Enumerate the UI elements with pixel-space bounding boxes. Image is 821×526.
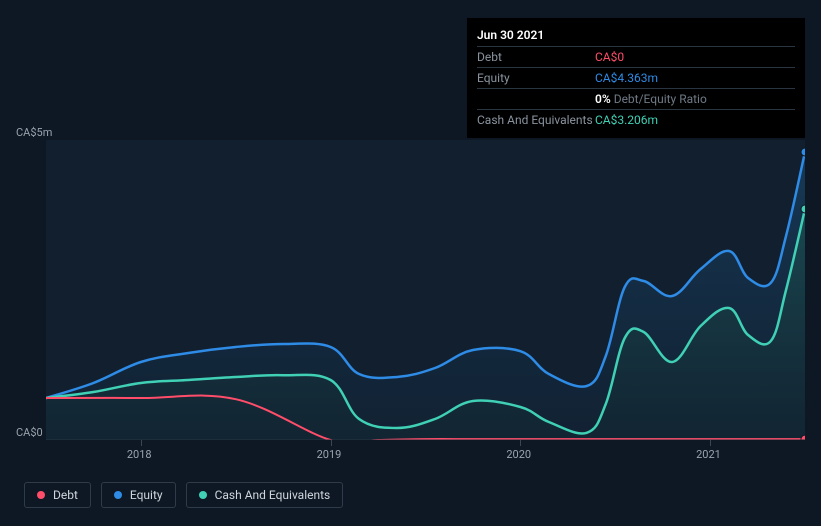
chart-root: Jun 30 2021 Debt CA$0 Equity CA$4.363m 0… [0, 0, 821, 526]
series-end-marker-equity [801, 148, 805, 156]
ratio-text: Debt/Equity Ratio [611, 92, 707, 106]
x-tick-label: 2018 [127, 448, 152, 461]
tooltip-row-equity: Equity CA$4.363m [477, 68, 795, 89]
chart-legend: Debt Equity Cash And Equivalents [24, 482, 343, 508]
tooltip-date: Jun 30 2021 [477, 24, 795, 47]
tooltip-value-debt: CA$0 [595, 50, 795, 64]
legend-dot-icon [199, 491, 207, 499]
legend-label: Cash And Equivalents [215, 488, 331, 502]
x-tick-mark [141, 440, 142, 446]
tooltip-label: Debt [477, 50, 595, 64]
legend-dot-icon [114, 491, 122, 499]
tooltip-label: Equity [477, 71, 595, 85]
legend-dot-icon [37, 491, 45, 499]
tooltip-row-ratio: 0% Debt/Equity Ratio [477, 89, 795, 110]
ratio-pct: 0% [595, 92, 611, 106]
x-tick-label: 2021 [696, 448, 721, 461]
plot-area[interactable] [46, 140, 805, 440]
tooltip-value-ratio: 0% Debt/Equity Ratio [595, 92, 795, 106]
x-tick-label: 2020 [506, 448, 531, 461]
x-tick-mark [331, 440, 332, 446]
chart-svg [46, 140, 805, 440]
chart-area: CA$0 CA$5m 2018 2019 2020 2021 [16, 120, 805, 470]
legend-item-debt[interactable]: Debt [24, 482, 91, 508]
y-tick-label: CA$0 [16, 426, 43, 439]
x-tick-mark [520, 440, 521, 446]
tooltip-value-equity: CA$4.363m [595, 71, 795, 85]
legend-item-equity[interactable]: Equity [101, 482, 176, 508]
y-tick-label: CA$5m [16, 126, 52, 139]
x-tick-label: 2019 [317, 448, 342, 461]
legend-label: Equity [130, 488, 163, 502]
legend-item-cash[interactable]: Cash And Equivalents [186, 482, 344, 508]
legend-label: Debt [53, 488, 78, 502]
x-tick-mark [710, 440, 711, 446]
tooltip-row-debt: Debt CA$0 [477, 47, 795, 68]
tooltip-label [477, 92, 595, 106]
series-end-marker-cash [801, 205, 805, 213]
